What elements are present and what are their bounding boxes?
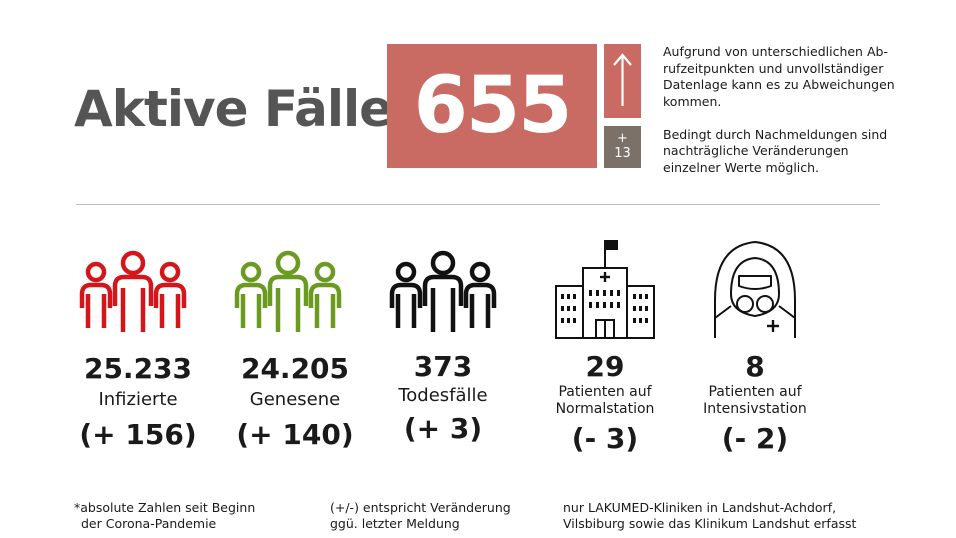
footnote-line: der Corona-Pandemie — [81, 516, 217, 531]
change-sign: + — [617, 131, 628, 146]
note-line: Aufgrund von unterschiedlichen Ab- — [663, 44, 888, 59]
stat-intensive-care: 8 Patienten auf Intensivstation (- 2) — [685, 350, 825, 455]
stat-label: Normalstation — [555, 401, 655, 417]
footnote-line: nur LAKUMED-Kliniken in Landshut-Achdorf… — [563, 500, 837, 515]
note-line: rufzeitpunkten und unvollständiger — [663, 60, 884, 76]
footnote-line: (+/-) entspricht Veränderung — [330, 500, 511, 515]
hospital-icon — [555, 240, 655, 339]
divider — [76, 204, 880, 205]
stat-label: Infizierte — [98, 389, 178, 410]
stat-label: Intensivstation — [703, 401, 807, 417]
people-icon-infected — [79, 250, 187, 332]
note-line: Datenlage kann es zu Abweichungen — [663, 77, 895, 92]
stat-normal-ward: 29 Patienten auf Normalstation (- 3) — [535, 350, 675, 455]
note-line: Bedingt durch Nachmeldungen sind — [663, 126, 888, 142]
stat-label: Genesene — [249, 389, 341, 410]
footnote-line: *absolute Zahlen seit Beginn — [74, 500, 256, 515]
stat-infected: 25.233 Infizierte (+ 156) — [58, 352, 218, 451]
change-value: 13 — [614, 146, 631, 161]
stat-label: Patienten auf — [558, 384, 652, 400]
page-title: Aktive Fälle — [74, 80, 393, 138]
arrow-up-icon — [613, 53, 632, 106]
stat-value: 25.233 — [83, 352, 193, 385]
footnote-line: Vilsbiburg sowie das Klinikum Landshut e… — [563, 516, 857, 531]
disclaimer-notes: Aufgrund von unterschiedlichen Ab- rufze… — [663, 44, 895, 176]
footnote-clinics: nur LAKUMED-Kliniken in Landshut-Achdorf… — [563, 500, 856, 532]
stat-value: 373 — [413, 350, 473, 383]
stat-change: (+ 156) — [79, 418, 197, 451]
trend-box — [604, 44, 641, 118]
note-line: nachträgliche Veränderungen — [663, 143, 849, 158]
stat-label: Patienten auf — [708, 384, 802, 400]
stat-change: (+ 3) — [403, 412, 483, 445]
note-line: kommen. — [663, 93, 722, 109]
stat-change: (- 3) — [571, 422, 639, 455]
stat-value: 24.205 — [240, 352, 350, 385]
stat-deaths: 373 Todesfälle (+ 3) — [363, 350, 523, 445]
note-line: einzelner Werte möglich. — [663, 159, 820, 175]
stat-change: (+ 140) — [236, 418, 354, 451]
people-icon-recovered — [234, 250, 342, 332]
note-spacer — [663, 110, 895, 127]
stat-change: (- 2) — [721, 422, 789, 455]
active-cases-count: 655 — [387, 44, 597, 168]
people-icon-deaths — [389, 250, 497, 332]
change-badge: + 13 — [604, 126, 641, 168]
stat-value: 29 — [585, 350, 625, 383]
medic-hazmat-icon — [714, 241, 796, 338]
footnote-absolute: *absolute Zahlen seit Beginn der Corona-… — [74, 500, 255, 532]
stat-label: Todesfälle — [398, 385, 488, 406]
footnote-change: (+/-) entspricht Veränderung ggü. letzte… — [330, 500, 511, 532]
stat-recovered: 24.205 Genesene (+ 140) — [215, 352, 375, 451]
stat-value: 8 — [745, 350, 765, 383]
footnote-line: ggü. letzter Meldung — [330, 516, 460, 531]
